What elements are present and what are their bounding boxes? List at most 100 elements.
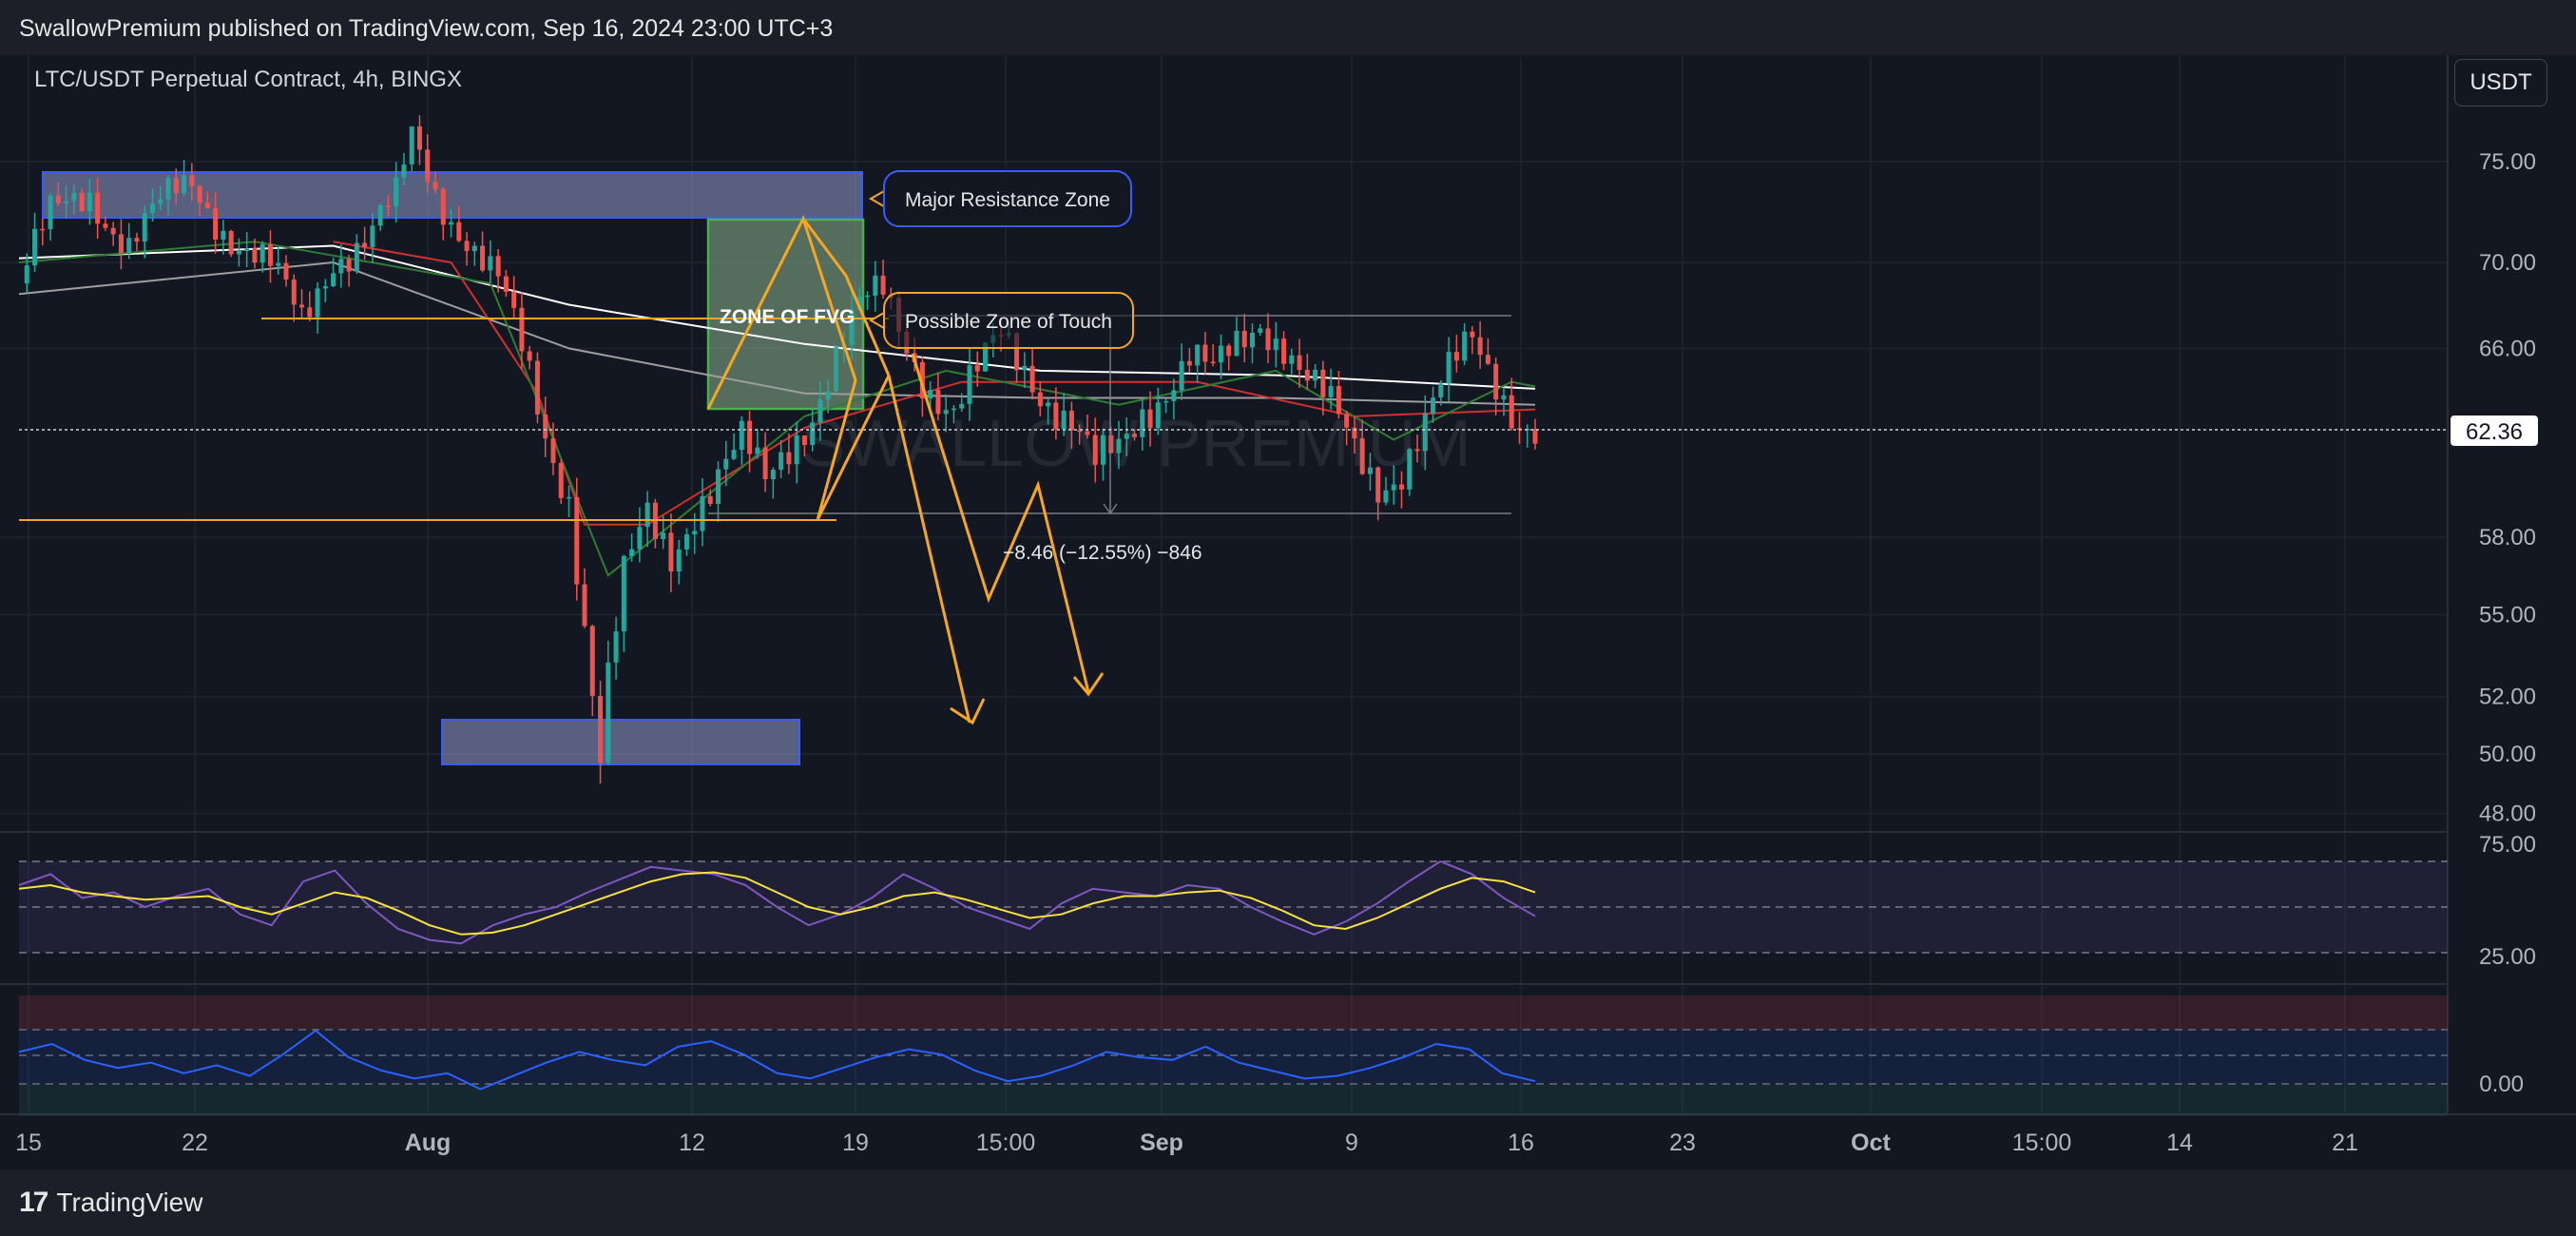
currency-button[interactable]: USDT: [2454, 59, 2547, 106]
measure-arrow-icon: [1103, 503, 1118, 515]
candle-body: [794, 435, 799, 465]
candle-body: [1265, 328, 1271, 351]
candle-body: [1037, 392, 1043, 407]
candle-body: [495, 256, 501, 277]
candle-body: [370, 225, 375, 247]
candle-body: [801, 435, 807, 446]
candle-body: [204, 203, 210, 209]
candle-body: [394, 177, 399, 207]
candle-body: [1493, 363, 1499, 400]
candle-body: [87, 192, 92, 212]
projection-path-a: [706, 215, 891, 521]
candle-body: [1367, 467, 1373, 474]
last-price-label: 62.36: [2466, 419, 2523, 445]
candle-body: [1320, 369, 1326, 397]
time-tick-label: 15:00: [2012, 1130, 2072, 1156]
candle-body: [307, 307, 313, 318]
candle-body: [1241, 331, 1247, 348]
candle-body: [755, 447, 760, 454]
candle-body: [1336, 386, 1341, 415]
candle-body: [1132, 434, 1138, 437]
rsi-tick-label: 25.00: [2479, 944, 2536, 970]
candle-body: [880, 275, 886, 295]
candle-body: [1477, 337, 1483, 356]
candle-body: [519, 307, 525, 352]
candle-body: [716, 469, 721, 505]
osc-lower-band: [19, 1085, 2448, 1116]
zones-layer: SWALLOW PREMIUM: [42, 171, 1471, 765]
candle-body: [315, 288, 320, 318]
candle-body: [1273, 338, 1278, 351]
candle-body: [416, 126, 422, 150]
candle-body: [817, 399, 823, 423]
tradingview-brand: TradingView: [56, 1188, 203, 1217]
candle-body: [1281, 338, 1287, 364]
resistance-callout-box: [883, 170, 1132, 227]
candle-body: [1453, 352, 1459, 361]
candle-body: [849, 309, 855, 346]
candle-body: [613, 631, 619, 663]
candle-body: [95, 192, 101, 224]
oscillator-tick-label: 0.00: [2479, 1072, 2524, 1097]
candle-body: [331, 273, 336, 287]
candle-body: [488, 256, 493, 271]
candle-body: [723, 458, 729, 470]
candle-body: [739, 420, 744, 451]
candle-body: [700, 495, 705, 531]
time-tick-label: 23: [1669, 1130, 1696, 1156]
candle-body: [1297, 355, 1302, 370]
projection-path-b: [887, 375, 971, 724]
candle-body: [322, 286, 328, 289]
candle-body: [110, 227, 116, 235]
candle-body: [598, 695, 604, 763]
candle-body: [377, 204, 383, 226]
candle-body: [103, 223, 108, 228]
candle-body: [40, 228, 46, 231]
touch-callout-pointer: [868, 312, 885, 329]
candle-body: [158, 199, 163, 204]
candle-body: [118, 234, 124, 254]
candle-body: [182, 175, 187, 194]
candle-body: [644, 502, 650, 528]
candle-body: [471, 245, 477, 252]
candle-body: [770, 470, 776, 480]
candle-body: [189, 175, 195, 186]
price-tick-label: 50.00: [2479, 742, 2536, 767]
candle-body: [1438, 383, 1444, 398]
candle-body: [786, 452, 792, 465]
candle-body: [276, 262, 281, 266]
time-tick-label: 15: [15, 1130, 42, 1156]
time-tick-label: 19: [842, 1130, 869, 1156]
candle-body: [1077, 430, 1083, 433]
indicator-lines: [18, 859, 1536, 1091]
candle-body: [362, 242, 368, 247]
candle-body: [1289, 355, 1295, 364]
candle-body: [873, 275, 878, 296]
fvg-zone-label: ZONE OF FVG: [720, 306, 855, 328]
candle-body: [967, 365, 972, 404]
candle-body: [1532, 429, 1538, 444]
candle-body: [683, 534, 689, 550]
candle-body: [1202, 344, 1208, 362]
time-tick-label: Oct: [1851, 1130, 1891, 1156]
candle-body: [629, 549, 635, 556]
tradingview-logo[interactable]: 17 TradingView: [19, 1187, 202, 1219]
candle-body: [142, 212, 147, 242]
rsi-line: [18, 859, 1536, 945]
time-tick-label: 22: [182, 1130, 208, 1156]
candle-body: [1344, 414, 1350, 428]
resistance-zone: [42, 171, 863, 219]
grid-lines: [0, 55, 2576, 1115]
time-tick-label: 21: [2332, 1130, 2358, 1156]
candle-body: [503, 276, 509, 292]
chart-canvas[interactable]: SWALLOW PREMIUM Major Resistance Zone Pos…: [0, 0, 2576, 1169]
candle-body: [566, 496, 571, 499]
time-tick-label: 16: [1508, 1130, 1534, 1156]
projection-arrowhead-c: [1072, 672, 1105, 697]
candle-body: [1234, 331, 1240, 357]
candle-body: [1414, 449, 1420, 452]
candle-body: [126, 238, 132, 254]
candle-body: [1116, 438, 1122, 454]
price-tick-label: 48.00: [2479, 801, 2536, 827]
candle-body: [1446, 352, 1451, 384]
